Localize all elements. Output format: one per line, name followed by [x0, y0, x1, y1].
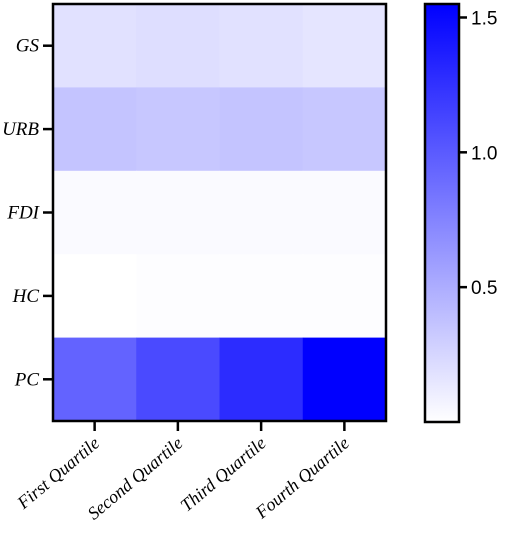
row-label: HC [12, 286, 40, 307]
row-label: GS [16, 36, 40, 57]
heatmap-cell [53, 337, 137, 422]
heatmap-cell [219, 87, 304, 172]
heatmap-cell [219, 254, 304, 339]
column-label: First Quartile [13, 433, 104, 514]
colorbar-tick-label: 1.0 [471, 143, 497, 164]
heatmap-cell [136, 170, 220, 255]
heatmap-cell [219, 4, 304, 88]
row-axis: GS URB FDI HC PC [2, 36, 53, 390]
heatmap-cell [302, 87, 387, 172]
row-label: PC [14, 369, 40, 390]
heatmap-cell [136, 337, 220, 422]
heatmap-cell [219, 170, 304, 255]
colorbar-tick-label: 0.5 [471, 278, 497, 299]
heatmap-cells [53, 4, 387, 422]
heatmap-cell [302, 337, 387, 422]
heatmap-cell [136, 4, 220, 88]
heatmap-cell [136, 87, 220, 172]
colorbar [423, 2, 461, 424]
colorbar-tick-label: 1.5 [471, 8, 497, 29]
row-label: FDI [6, 203, 40, 224]
heatmap-cell [53, 87, 137, 172]
row-label: URB [2, 119, 39, 140]
heatmap-cell [53, 254, 137, 339]
heatmap-cell [219, 337, 304, 422]
heatmap-cell [53, 170, 137, 255]
colorbar-axis: 0.5 1.0 1.5 [459, 8, 497, 299]
heatmap-cell [53, 4, 137, 88]
heatmap-cell [302, 4, 387, 88]
heatmap-cell [302, 170, 387, 255]
heatmap-cell [136, 254, 220, 339]
heatmap-cell [302, 254, 387, 339]
